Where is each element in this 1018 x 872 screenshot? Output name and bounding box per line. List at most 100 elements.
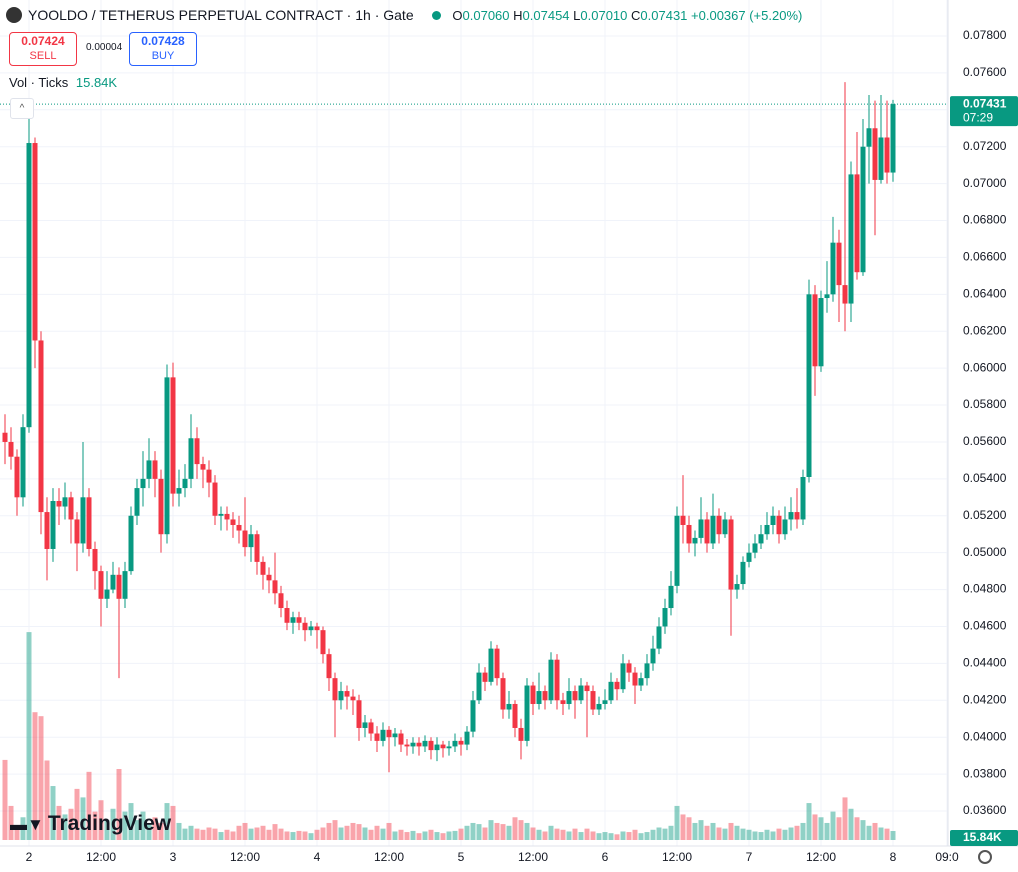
volume-bar <box>650 829 656 840</box>
candle-body <box>596 703 602 710</box>
candle-body <box>110 574 116 590</box>
x-tick-label: 12:00 <box>230 850 260 864</box>
o-label: O <box>452 8 463 23</box>
volume-bar <box>362 827 368 840</box>
volume-bar <box>632 829 638 840</box>
candle-body <box>320 630 326 655</box>
candle-body <box>218 513 224 516</box>
candle-body <box>500 678 506 710</box>
volume-bar <box>866 825 872 840</box>
y-tick-label: 0.04400 <box>963 656 1007 670</box>
volume-bar <box>698 820 704 840</box>
volume-bar <box>692 822 698 840</box>
candle-body <box>506 703 512 710</box>
volume-label[interactable]: Vol · Ticks <box>9 75 69 90</box>
candle-body <box>728 519 734 590</box>
volume-bar <box>290 832 296 840</box>
candle-body <box>206 469 212 483</box>
y-tick-label: 0.07200 <box>963 139 1007 153</box>
candle-body <box>98 571 104 599</box>
candle-body <box>344 691 350 697</box>
volume-bar <box>110 808 116 840</box>
volume-bar <box>278 828 284 840</box>
candle-body <box>518 727 524 741</box>
candle-body <box>476 672 482 701</box>
candle-body <box>752 543 758 553</box>
volume-bar <box>314 829 320 840</box>
candle-body <box>806 294 812 478</box>
candle-body <box>572 691 578 701</box>
candle-body <box>734 584 740 590</box>
candle-body <box>770 515 776 525</box>
candle-body <box>422 740 428 747</box>
y-tick-label: 0.04000 <box>963 729 1007 743</box>
candle-body <box>512 703 518 728</box>
volume-bar <box>224 829 230 840</box>
candle-body <box>350 696 356 701</box>
c-value: 0.07431 <box>640 8 688 23</box>
candle-body <box>386 729 392 738</box>
symbol[interactable]: YOOLDO / TETHERUS PERPETUAL CONTRACT · 1… <box>28 7 414 23</box>
sell-button[interactable]: 0.07424 SELL <box>9 32 77 66</box>
candle-body <box>836 242 842 286</box>
y-tick-label: 0.06800 <box>963 213 1007 227</box>
candle-body <box>626 663 632 673</box>
volume-bar <box>86 771 92 840</box>
candle-body <box>428 740 434 751</box>
volume-bar <box>488 820 494 840</box>
volume-bar <box>284 831 290 840</box>
candle-body <box>296 617 302 623</box>
volume-legend: Vol · Ticks 15.84K <box>9 75 117 90</box>
candle-body <box>128 515 134 572</box>
candle-body <box>392 733 398 738</box>
volume-bar <box>710 822 716 840</box>
volume-bar <box>182 828 188 840</box>
candle-body <box>86 497 92 549</box>
volume-bar <box>674 805 680 840</box>
candle-body <box>2 432 8 442</box>
volume-bar <box>740 828 746 840</box>
candle-body <box>872 128 878 180</box>
candle-body <box>758 534 764 544</box>
last-price-label: 0.07431 <box>963 96 1007 110</box>
candle-body <box>524 685 530 741</box>
candle-body <box>656 626 662 649</box>
volume-bar <box>422 831 428 840</box>
volume-bar <box>308 833 314 840</box>
candle-body <box>284 608 290 623</box>
volume-bar <box>746 829 752 840</box>
candle-body <box>446 746 452 749</box>
candle-body <box>878 137 884 180</box>
candle-body <box>650 648 656 664</box>
volume-bar <box>254 827 260 840</box>
candle-body <box>38 340 44 513</box>
volume-bar <box>14 825 20 840</box>
volume-bar <box>80 797 86 840</box>
x-tick-label: 7 <box>746 850 753 864</box>
y-tick-label: 0.06400 <box>963 287 1007 301</box>
buy-button[interactable]: 0.07428 BUY <box>129 32 197 66</box>
candle-body <box>668 585 674 609</box>
volume-bar <box>494 822 500 840</box>
volume-bar <box>8 805 14 840</box>
candle-body <box>182 478 188 489</box>
candle-body <box>590 691 596 710</box>
volume-bar <box>170 805 176 840</box>
volume-bar <box>764 829 770 840</box>
volume-bar <box>644 832 650 840</box>
volume-bar <box>686 817 692 840</box>
candle-body <box>458 740 464 745</box>
volume-bar <box>140 811 146 840</box>
settings-icon[interactable] <box>978 850 992 864</box>
volume-bar <box>116 769 122 840</box>
volume-bar <box>638 833 644 840</box>
symbol-row: YOOLDO / TETHERUS PERPETUAL CONTRACT · 1… <box>6 7 802 23</box>
collapse-button[interactable]: ^ <box>10 98 34 119</box>
volume-bar <box>440 833 446 840</box>
candle-body <box>764 524 770 535</box>
candle-body <box>50 501 56 549</box>
last-volume-box <box>950 830 1018 847</box>
volume-bar <box>890 831 896 840</box>
sell-price: 0.07424 <box>21 34 65 48</box>
